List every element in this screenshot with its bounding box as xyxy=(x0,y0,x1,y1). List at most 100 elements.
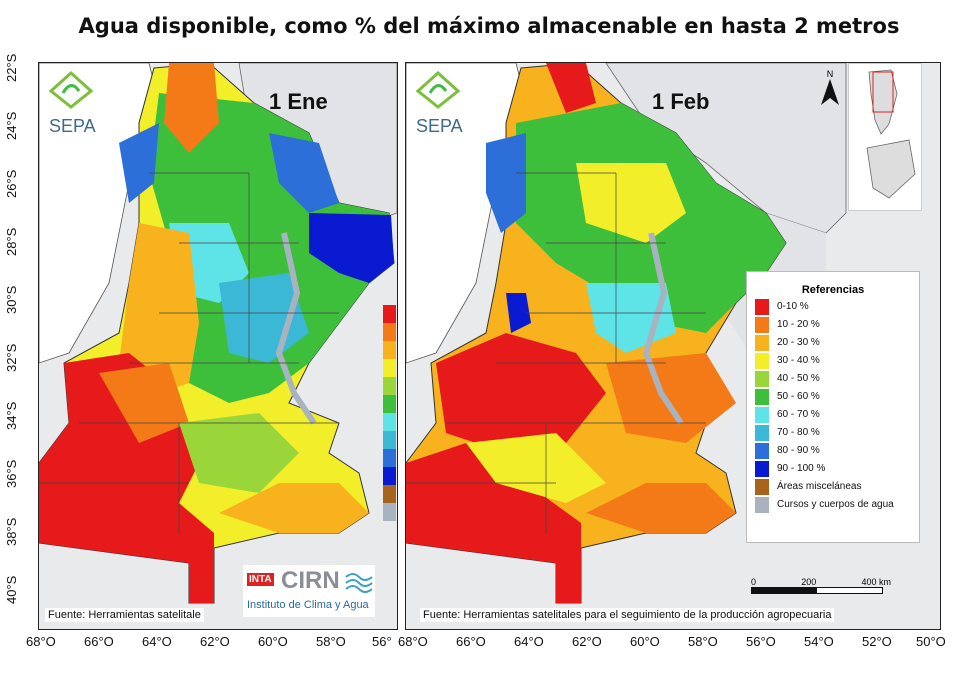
lon-label: 62°O xyxy=(572,634,602,649)
lat-label: 30°S xyxy=(4,285,19,314)
legend-label: 30 - 40 % xyxy=(777,355,820,366)
lon-label: 64°O xyxy=(514,634,544,649)
legend-label: 50 - 60 % xyxy=(777,391,820,402)
color-swatch xyxy=(383,413,396,431)
lon-label: 54°O xyxy=(804,634,834,649)
legend-item: 80 - 90 % xyxy=(755,442,820,459)
legend-item: Cursos y cuerpos de agua xyxy=(755,496,894,513)
legend-label: 60 - 70 % xyxy=(777,409,820,420)
lat-label: 36°S xyxy=(4,459,19,488)
lat-label: 34°S xyxy=(4,401,19,430)
legend-swatch xyxy=(755,496,769,513)
sepa-leaf-icon xyxy=(415,70,461,109)
color-swatch xyxy=(383,485,396,503)
legend-label: 40 - 50 % xyxy=(777,373,820,384)
legend-swatch xyxy=(755,388,769,405)
north-label: N xyxy=(826,69,834,79)
legend-label: 10 - 20 % xyxy=(777,319,820,330)
legend-item: 40 - 50 % xyxy=(755,370,820,387)
color-swatch xyxy=(383,359,396,377)
lat-label: 22°S xyxy=(4,53,19,82)
legend-item: Áreas misceláneas xyxy=(755,478,861,495)
sepa-logo: SEPA xyxy=(415,70,463,137)
color-swatch xyxy=(383,305,396,323)
legend-swatch xyxy=(755,442,769,459)
lon-label: 62°O xyxy=(200,634,230,649)
legend-label: 20 - 30 % xyxy=(777,337,820,348)
legend-item: 50 - 60 % xyxy=(755,388,820,405)
legend-swatch xyxy=(755,298,769,315)
lat-label: 38°S xyxy=(4,517,19,546)
scale-bar: 0 200 400 km xyxy=(751,577,891,594)
sepa-logo: SEPA xyxy=(48,70,96,137)
legend-swatch xyxy=(755,460,769,477)
page-title: Agua disponible, como % del máximo almac… xyxy=(78,14,900,38)
scale-label: 200 xyxy=(801,577,817,587)
lon-label: 68°O xyxy=(398,634,428,649)
date-label-jan: 1 Ene xyxy=(269,89,328,114)
legend-swatch xyxy=(755,352,769,369)
map-panel-jan: SEPA 1 Ene INTA CIRN Instituto de Clima … xyxy=(38,62,398,630)
legend-label: 70 - 80 % xyxy=(777,427,820,438)
locator-inset xyxy=(848,63,922,211)
legend-label: Áreas misceláneas xyxy=(777,481,862,492)
legend-label: Cursos y cuerpos de agua xyxy=(777,499,894,510)
lat-label: 32°S xyxy=(4,343,19,372)
color-swatch xyxy=(383,503,396,521)
cirn-name: CIRN xyxy=(281,567,340,594)
lon-label: 60°O xyxy=(630,634,660,649)
legend-item: 10 - 20 % xyxy=(755,316,820,333)
lon-label: 66°O xyxy=(84,634,114,649)
lon-label: 58°O xyxy=(316,634,346,649)
legend-item: 30 - 40 % xyxy=(755,352,820,369)
legend-item: 90 - 100 % xyxy=(755,460,825,477)
legend-swatch xyxy=(755,370,769,387)
soil-water-map-jan xyxy=(39,63,397,629)
north-arrow-icon: N xyxy=(820,69,840,112)
source-note-feb: Fuente: Herramientas satelitales para el… xyxy=(420,608,835,622)
lat-label: 40°S xyxy=(4,575,19,604)
lon-label: 56°O xyxy=(746,634,776,649)
color-swatch xyxy=(383,395,396,413)
legend-swatch xyxy=(755,424,769,441)
legend-label: 0-10 % xyxy=(777,301,809,312)
sepa-logo-text: SEPA xyxy=(49,116,96,136)
lon-label: 52°O xyxy=(862,634,892,649)
inta-badge: INTA xyxy=(247,573,274,586)
lon-label: 50°O xyxy=(916,634,946,649)
legend-label: 80 - 90 % xyxy=(777,445,820,456)
sepa-leaf-icon xyxy=(48,70,94,109)
color-swatch xyxy=(383,431,396,449)
legend-swatch xyxy=(755,334,769,351)
color-swatch xyxy=(383,377,396,395)
lat-label: 28°S xyxy=(4,227,19,256)
legend-item: 20 - 30 % xyxy=(755,334,820,351)
lon-label: 68°O xyxy=(26,634,56,649)
legend-label: 90 - 100 % xyxy=(777,463,826,474)
lat-label: 26°S xyxy=(4,169,19,198)
legend-swatch xyxy=(755,478,769,495)
scale-label: 0 xyxy=(751,577,757,587)
lon-label: 58°O xyxy=(688,634,718,649)
date-label-feb: 1 Feb xyxy=(652,89,710,114)
lat-label: 24°S xyxy=(4,111,19,140)
sepa-logo-text: SEPA xyxy=(416,116,463,136)
lon-label: 56° xyxy=(372,634,392,649)
color-swatch xyxy=(383,341,396,359)
scale-label: 400 km xyxy=(861,577,891,587)
cirn-logo: INTA CIRN Instituto de Clima y Agua xyxy=(243,565,375,617)
map-panel-feb: SEPA 1 Feb N Referencias 0-10 % 10 - 20 … xyxy=(405,62,941,630)
color-swatch xyxy=(383,467,396,485)
legend: Referencias 0-10 % 10 - 20 % 20 - 30 % 3… xyxy=(746,271,920,543)
wave-icon xyxy=(345,571,373,598)
lon-label: 60°O xyxy=(258,634,288,649)
legend-item: 0-10 % xyxy=(755,298,809,315)
legend-title: Referencias xyxy=(801,284,865,296)
legend-item: 60 - 70 % xyxy=(755,406,820,423)
lon-label: 66°O xyxy=(456,634,486,649)
source-note-jan: Fuente: Herramientas satelitale xyxy=(45,608,204,622)
color-swatch xyxy=(383,449,396,467)
color-swatch xyxy=(383,323,396,341)
legend-swatch xyxy=(755,316,769,333)
legend-swatch xyxy=(755,406,769,423)
